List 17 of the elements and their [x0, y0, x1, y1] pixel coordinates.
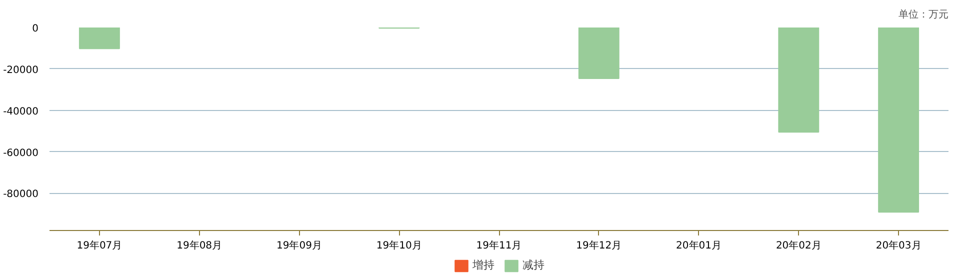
x-tick-label: 20年03月 [876, 240, 922, 252]
legend-label: 增持 [472, 258, 494, 272]
y-tick-label: -60000 [3, 148, 38, 159]
y-tick-label: -80000 [3, 189, 38, 200]
y-tick-label: -40000 [3, 106, 38, 118]
x-tick-label: 20年02月 [776, 240, 822, 252]
x-tick-label: 19年07月 [76, 240, 122, 252]
x-tick-label: 19年09月 [276, 240, 322, 252]
x-tick-label: 19年08月 [176, 240, 222, 252]
x-tick-label: 19年12月 [576, 240, 622, 252]
x-tick-label: 19年11月 [476, 240, 522, 252]
x-tick-label: 20年01月 [676, 240, 722, 252]
x-tick-label: 19年10月 [376, 240, 422, 252]
y-tick-label: -20000 [3, 64, 38, 76]
y-tick-label: 0 [32, 24, 39, 34]
text: 单位：万元 [898, 8, 948, 20]
legend-label: 减持 [522, 258, 544, 272]
